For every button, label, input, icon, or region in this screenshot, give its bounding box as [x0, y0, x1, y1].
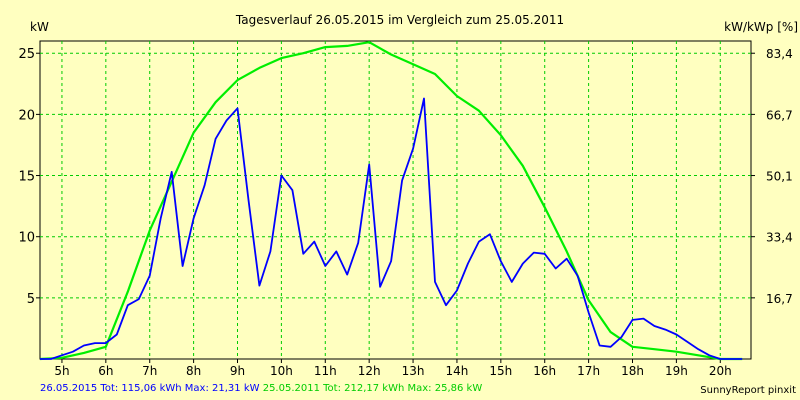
x-axis-ticks: 5h 6h 7h 8h 9h 10h 11h 12h 13h 14h 15h 16h 17h 18h 19h…: [54, 359, 732, 378]
x-tick-label: 6h: [98, 364, 113, 378]
y-left-tick-label: 5: [27, 292, 35, 307]
plot-area: [39, 40, 752, 360]
x-tick-label: 7h: [142, 364, 157, 378]
y-axis-left-label: kW: [30, 20, 49, 34]
x-tick-label: 15h: [489, 364, 512, 378]
legend: 26.05.2015 Tot: 115,06 kWh Max: 21,31 kW…: [40, 383, 482, 394]
y-right-tick-label: 66,7: [766, 108, 793, 122]
x-tick-label: 17h: [577, 364, 600, 378]
y-left-tick-label: 15: [18, 170, 35, 185]
x-tick-label: 19h: [665, 364, 688, 378]
x-tick-label: 10h: [270, 364, 293, 378]
x-tick-label: 16h: [533, 364, 556, 378]
y-left-tick-label: 25: [18, 47, 35, 62]
legend-entry-2011: 25.05.2011 Tot: 212,17 kWh Max: 25,86 kW: [262, 383, 483, 394]
x-tick-label: 8h: [186, 364, 201, 378]
x-tick-label: 9h: [230, 364, 245, 378]
x-tick-label: 11h: [314, 364, 337, 378]
series-line-2011: [39, 41, 743, 361]
x-tick-label: 20h: [709, 364, 732, 378]
y-right-tick-label: 33,4: [766, 231, 793, 245]
x-tick-label: 13h: [402, 364, 425, 378]
y-right-tick-label: 83,4: [766, 47, 793, 61]
grid: [40, 41, 751, 359]
series-group: [39, 41, 743, 361]
legend-entry-2015: 26.05.2015 Tot: 115,06 kWh Max: 21,31 kW: [40, 383, 260, 394]
x-tick-label: 5h: [54, 364, 69, 378]
y-axis-right-ticks: 16,7 33,4 50,1 66,7 83,4: [751, 47, 793, 306]
y-right-tick-label: 16,7: [766, 292, 793, 306]
y-right-tick-label: 50,1: [766, 170, 793, 184]
y-left-tick-label: 10: [18, 231, 35, 246]
y-axis-left-ticks: 5 10 15 20 25: [18, 47, 40, 307]
x-tick-label: 18h: [621, 364, 644, 378]
chart-title: Tagesverlauf 26.05.2015 im Vergleich zum…: [235, 13, 564, 27]
y-axis-right-label: kW/kWp [%]: [724, 20, 798, 34]
footer-credit: SunnyReport pinxit: [700, 385, 796, 396]
x-tick-label: 14h: [446, 364, 469, 378]
y-left-tick-label: 20: [18, 108, 35, 123]
x-tick-label: 12h: [358, 364, 381, 378]
series-line-2015: [40, 97, 743, 360]
